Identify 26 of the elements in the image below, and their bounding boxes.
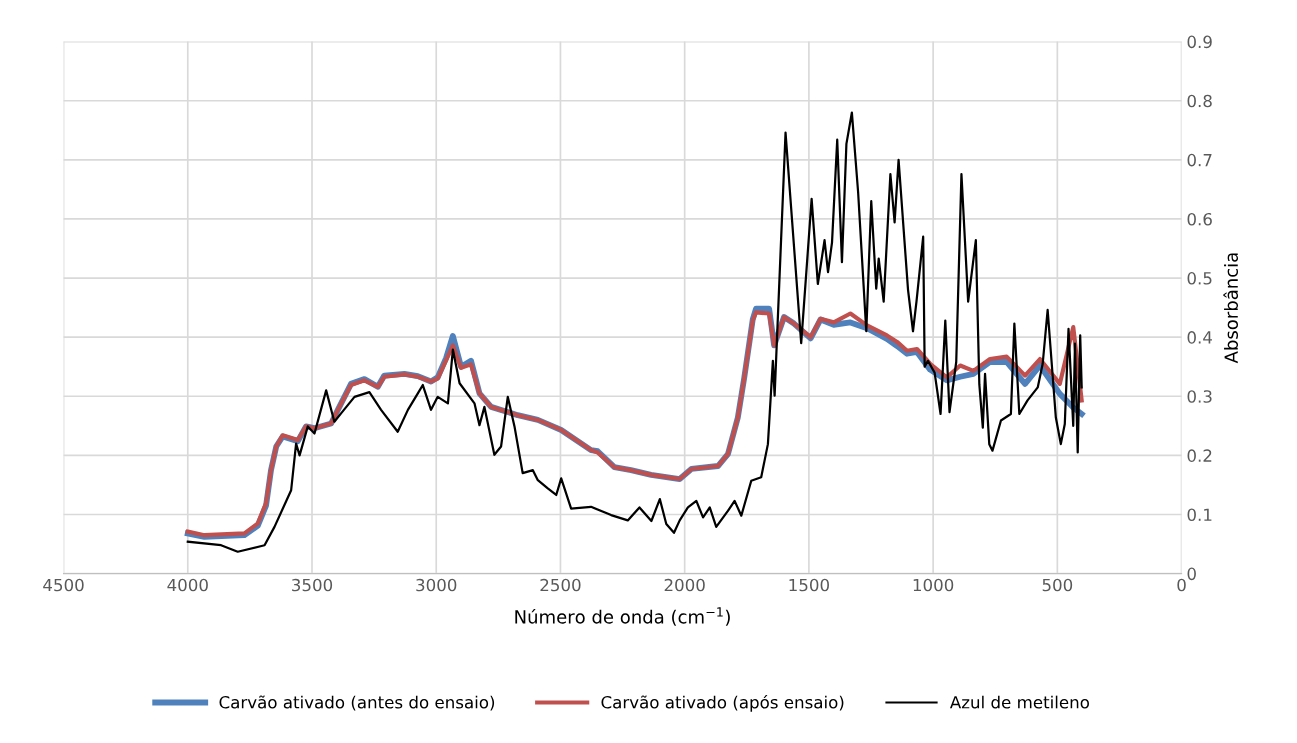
x-tick-label: 2500 [540,578,581,592]
line-series [186,111,1083,553]
y-tick-label: 0.9 [1187,35,1212,49]
y-tick-label: 0.1 [1187,508,1212,522]
legend-label: Azul de metileno [949,695,1089,709]
y-tick-label: 0.2 [1187,449,1212,462]
y-tick-label: 0 [1187,567,1196,581]
x-tick-label: 4000 [167,578,208,592]
y-tick-label: 0.5 [1187,272,1212,285]
x-tick-label: 4500 [43,578,84,592]
x-tick-label: 0 [1177,578,1186,592]
x-tick-label: 1000 [913,578,954,592]
x-tick-label: 1500 [789,578,829,592]
legend-label: Carvão ativado (antes do ensaio) [219,695,495,711]
y-tick-label: 0.7 [1187,153,1212,167]
y-axis-title: Absorbância [1223,253,1239,364]
x-tick-label: 3000 [416,578,457,592]
x-axis-title: Número de onda (cm$^{−1}$) [515,607,730,626]
x-tick-label: 2000 [664,578,705,592]
x-tick-label: 500 [1042,578,1073,592]
y-tick-label: 0.8 [1187,94,1212,108]
y-tick-label: 0.4 [1187,331,1212,344]
x-tick-label: 3500 [292,578,333,592]
y-tick-label: 0.3 [1187,390,1212,403]
y-tick-label: 0.6 [1187,212,1212,226]
legend-label: Carvão ativado (após ensaio) [601,694,844,712]
